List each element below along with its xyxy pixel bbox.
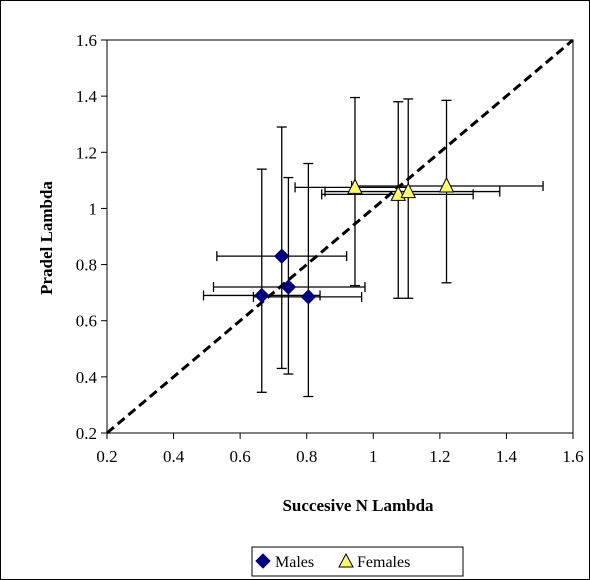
y-tick-label: 1.4 xyxy=(76,87,98,106)
males-point xyxy=(280,279,297,295)
males-point xyxy=(254,287,270,304)
y-tick-label: 0.2 xyxy=(76,424,97,443)
y-tick-label: 1.2 xyxy=(76,143,97,162)
x-tick-label: 1.4 xyxy=(496,447,518,466)
legend-females-marker xyxy=(338,552,354,568)
x-tick-label: 0.4 xyxy=(163,447,185,466)
reference-line-group xyxy=(106,38,574,435)
legend-box xyxy=(251,546,464,577)
x-tick-label: 0.2 xyxy=(96,447,117,466)
x-tick-label: 1.6 xyxy=(562,447,583,466)
y-tick-label: 0.4 xyxy=(76,368,98,387)
error-bars-group xyxy=(202,96,544,398)
markers-group xyxy=(254,176,455,305)
females-point xyxy=(400,182,417,199)
legend-males-marker xyxy=(255,553,271,569)
plot-border xyxy=(106,39,574,434)
x-tick-label: 0.8 xyxy=(296,447,317,466)
reference-line xyxy=(106,38,574,435)
x-tick-label: 1.2 xyxy=(429,447,450,466)
legend: Males Females xyxy=(251,546,464,577)
y-tick-label: 0.8 xyxy=(76,256,97,275)
females-point xyxy=(347,178,363,194)
y-tick-label: 1.6 xyxy=(76,31,97,50)
ticks-group: 0.2 0.4 0.6 0.8 1 1.2 1.4 1.6 0.2 0.4 0.6 0.8 1 1.2 1.… xyxy=(76,31,584,466)
y-axis-title: Pradel Lambda xyxy=(37,181,56,295)
x-axis-title: Succesive N Lambda xyxy=(282,496,434,515)
legend-males-label: Males xyxy=(275,554,314,571)
plot-area xyxy=(106,39,574,434)
males-point xyxy=(300,289,317,305)
males-point xyxy=(274,248,290,264)
legend-females-label: Females xyxy=(357,554,410,571)
x-tick-label: 0.6 xyxy=(230,447,251,466)
females-point xyxy=(438,176,455,193)
y-tick-label: 1 xyxy=(89,199,98,218)
y-tick-label: 0.6 xyxy=(76,312,97,331)
x-tick-label: 1 xyxy=(369,447,378,466)
